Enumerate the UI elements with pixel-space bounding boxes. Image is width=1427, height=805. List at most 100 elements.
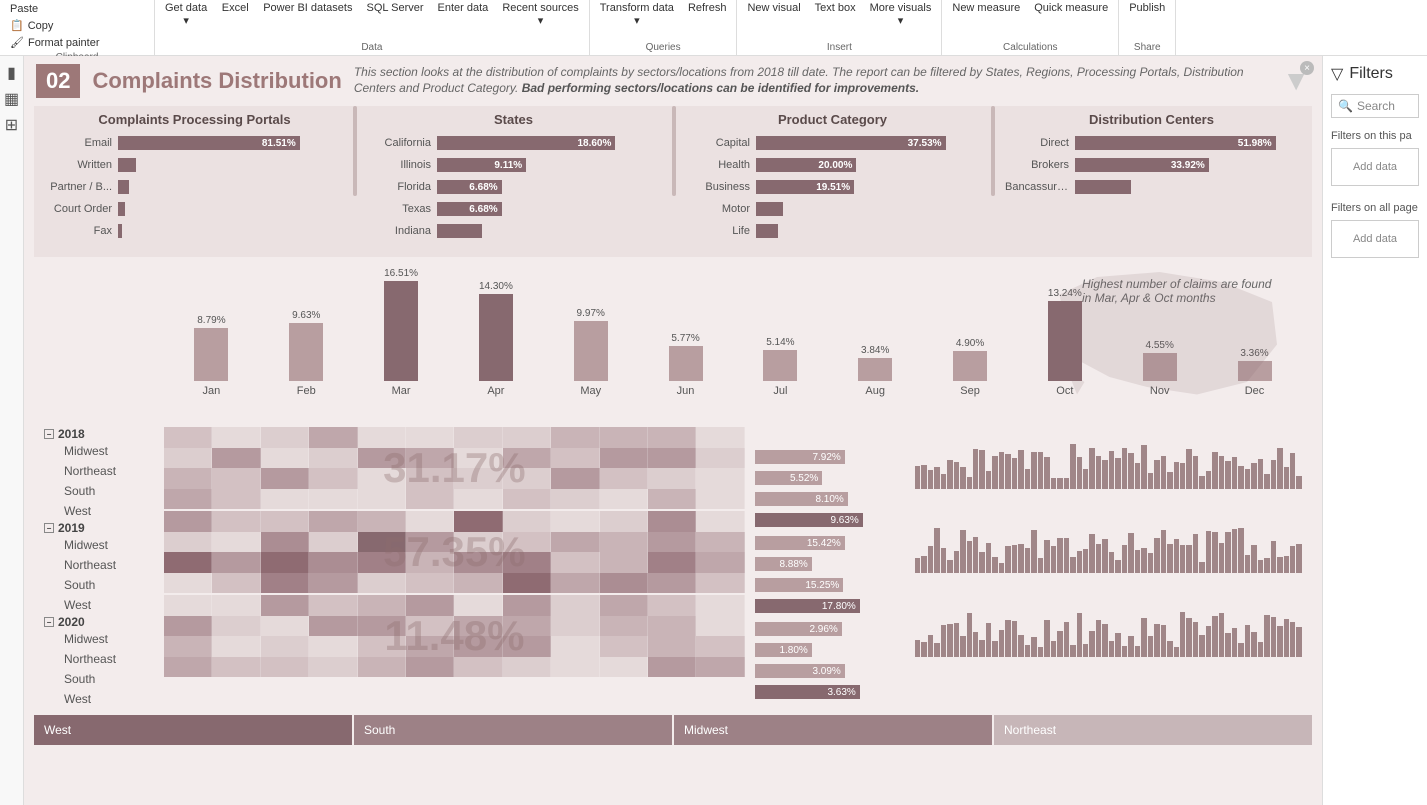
month-bar[interactable] [479, 294, 513, 381]
filters-drop-zone[interactable]: Add data [1331, 220, 1419, 258]
bar-row[interactable]: Fax [48, 221, 341, 241]
year-toggle-row[interactable]: − 2019 [44, 521, 154, 535]
collapse-icon[interactable]: − [44, 429, 54, 439]
region-bar[interactable]: 3.09% [755, 661, 905, 681]
get-data-button[interactable]: Get data▾ [159, 0, 213, 30]
bar-row[interactable]: Life [686, 221, 979, 241]
month-bar[interactable] [574, 321, 608, 381]
bar-row[interactable]: Health 20.00% [686, 155, 979, 175]
filter-icon[interactable]: ▼× [1282, 65, 1310, 97]
sparkline[interactable] [915, 427, 1302, 509]
month-column[interactable]: 9.63% Feb [259, 310, 354, 397]
bar-row[interactable]: Capital 37.53% [686, 133, 979, 153]
month-bar[interactable] [384, 281, 418, 381]
data-view-tab[interactable]: ▦ [3, 90, 21, 108]
refresh-button[interactable]: Refresh [682, 0, 733, 17]
bar-row[interactable]: Texas 6.68% [367, 199, 660, 219]
collapse-icon[interactable]: − [44, 617, 54, 627]
enter-data-button[interactable]: Enter data [432, 0, 495, 17]
text-box-button[interactable]: Text box [809, 0, 862, 17]
more-visuals-button[interactable]: More visuals▾ [864, 0, 938, 30]
panel-scrollbar[interactable] [991, 106, 995, 196]
transform-data-button[interactable]: Transform data▾ [594, 0, 680, 30]
region-label[interactable]: West [44, 595, 154, 615]
clear-filter-icon[interactable]: × [1300, 61, 1314, 75]
filters-drop-zone[interactable]: Add data [1331, 148, 1419, 186]
bar-row[interactable]: Bancassura... [1005, 177, 1298, 197]
portals-panel[interactable]: Complaints Processing Portals Email 81.5… [44, 106, 345, 249]
region-bar[interactable]: 15.25% [755, 575, 905, 595]
heatmap-year[interactable]: 11.48% [164, 595, 745, 677]
bar-row[interactable]: Court Order [48, 199, 341, 219]
region-bar[interactable]: 9.63% [755, 510, 905, 530]
filters-search[interactable]: 🔍 Search [1331, 94, 1419, 118]
recent-sources-button[interactable]: Recent sources▾ [496, 0, 584, 30]
month-column[interactable]: 9.97% May [543, 308, 638, 397]
publish-button[interactable]: Publish [1123, 0, 1171, 17]
region-button[interactable]: Midwest [674, 715, 992, 745]
region-label[interactable]: Northeast [44, 555, 154, 575]
region-label[interactable]: Northeast [44, 649, 154, 669]
new-measure-button[interactable]: New measure [946, 0, 1026, 17]
region-bar[interactable]: 1.80% [755, 640, 905, 660]
region-label[interactable]: Midwest [44, 535, 154, 555]
year-toggle-row[interactable]: − 2018 [44, 427, 154, 441]
month-column[interactable]: 3.84% Aug [828, 345, 923, 397]
region-label[interactable]: Northeast [44, 461, 154, 481]
model-view-tab[interactable]: ⊞ [3, 116, 21, 134]
month-bar[interactable] [858, 358, 892, 381]
month-bar[interactable] [953, 351, 987, 381]
region-bar[interactable]: 8.88% [755, 554, 905, 574]
dist-panel[interactable]: Distribution Centers Direct 51.98% Broke… [1001, 106, 1302, 249]
month-column[interactable]: 14.30% Apr [448, 281, 543, 397]
region-label[interactable]: South [44, 575, 154, 595]
month-bar[interactable] [763, 350, 797, 381]
region-bar[interactable]: 17.80% [755, 596, 905, 616]
quick-measure-button[interactable]: Quick measure [1028, 0, 1114, 17]
collapse-icon[interactable]: − [44, 523, 54, 533]
states-panel[interactable]: States California 18.60% Illinois 9.11% … [363, 106, 664, 249]
month-bar[interactable] [194, 328, 228, 381]
copy-button[interactable]: 📋Copy [6, 18, 104, 33]
month-column[interactable]: 16.51% Mar [354, 268, 449, 397]
year-toggle-row[interactable]: − 2020 [44, 615, 154, 629]
bar-row[interactable]: Partner / B... [48, 177, 341, 197]
region-button[interactable]: West [34, 715, 352, 745]
bar-row[interactable]: Business 19.51% [686, 177, 979, 197]
sparkline[interactable] [915, 511, 1302, 593]
heatmap-year[interactable]: 31.17% [164, 427, 745, 509]
bar-row[interactable]: Email 81.51% [48, 133, 341, 153]
region-label[interactable]: Midwest [44, 629, 154, 649]
region-bar[interactable]: 2.96% [755, 619, 905, 639]
new-visual-button[interactable]: New visual [741, 0, 806, 17]
bar-row[interactable]: Indiana [367, 221, 660, 241]
bar-row[interactable]: Written [48, 155, 341, 175]
excel-button[interactable]: Excel [215, 0, 255, 17]
powerbi-datasets-button[interactable]: Power BI datasets [257, 0, 358, 17]
region-bar[interactable]: 3.63% [755, 682, 905, 702]
format-painter-button[interactable]: 🖌Format painter [6, 35, 104, 50]
region-bar[interactable]: 15.42% [755, 533, 905, 553]
paste-button[interactable]: Paste [6, 2, 104, 16]
month-bar-chart[interactable]: 8.79% Jan9.63% Feb16.51% Mar14.30% Apr9.… [24, 257, 1322, 427]
report-view-tab[interactable]: ▮ [3, 64, 21, 82]
region-bar[interactable]: 5.52% [755, 468, 905, 488]
bar-row[interactable]: Brokers 33.92% [1005, 155, 1298, 175]
month-bar[interactable] [289, 323, 323, 381]
month-column[interactable]: 8.79% Jan [164, 315, 259, 397]
region-label[interactable]: South [44, 669, 154, 689]
product-panel[interactable]: Product Category Capital 37.53% Health 2… [682, 106, 983, 249]
bar-row[interactable]: Illinois 9.11% [367, 155, 660, 175]
bar-row[interactable]: Direct 51.98% [1005, 133, 1298, 153]
bar-row[interactable]: California 18.60% [367, 133, 660, 153]
panel-scrollbar[interactable] [672, 106, 676, 196]
region-label[interactable]: West [44, 689, 154, 709]
region-bar[interactable]: 8.10% [755, 489, 905, 509]
heatmap-year[interactable]: 57.35% [164, 511, 745, 593]
region-button[interactable]: South [354, 715, 672, 745]
bar-row[interactable]: Florida 6.68% [367, 177, 660, 197]
region-label[interactable]: Midwest [44, 441, 154, 461]
sql-server-button[interactable]: SQL Server [360, 0, 429, 17]
region-label[interactable]: South [44, 481, 154, 501]
sparkline[interactable] [915, 595, 1302, 677]
